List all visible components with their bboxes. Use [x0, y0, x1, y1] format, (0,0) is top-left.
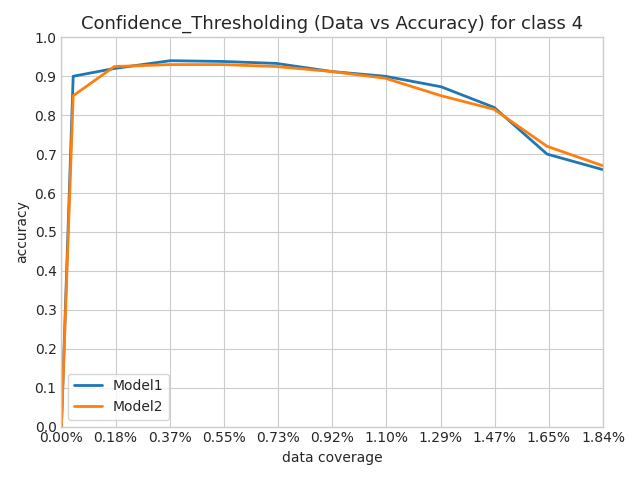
- Model2: [599, 163, 607, 168]
- Legend: Model1, Model2: Model1, Model2: [68, 373, 169, 420]
- Model2: [273, 64, 280, 70]
- Model2: [381, 75, 389, 81]
- Model1: [273, 60, 280, 66]
- Model1: [328, 69, 336, 74]
- Title: Confidence_Thresholding (Data vs Accuracy) for class 4: Confidence_Thresholding (Data vs Accurac…: [81, 15, 583, 33]
- Model2: [58, 424, 65, 430]
- Model2: [328, 69, 336, 74]
- Model2: [69, 93, 77, 98]
- Model2: [166, 62, 174, 68]
- Model1: [58, 424, 65, 430]
- Model1: [599, 167, 607, 172]
- Line: Model2: Model2: [61, 65, 603, 427]
- Model1: [166, 58, 174, 63]
- Line: Model1: Model1: [61, 60, 603, 427]
- Model1: [437, 84, 445, 90]
- Model2: [111, 64, 118, 70]
- Y-axis label: accuracy: accuracy: [15, 201, 29, 264]
- Model1: [490, 105, 498, 110]
- Model1: [543, 151, 551, 157]
- Model1: [381, 73, 389, 79]
- Model2: [490, 107, 498, 112]
- Model1: [220, 59, 227, 64]
- Model2: [437, 93, 445, 98]
- Model1: [111, 66, 118, 72]
- X-axis label: data coverage: data coverage: [282, 451, 383, 465]
- Model2: [543, 144, 551, 149]
- Model2: [220, 62, 227, 68]
- Model1: [69, 73, 77, 79]
